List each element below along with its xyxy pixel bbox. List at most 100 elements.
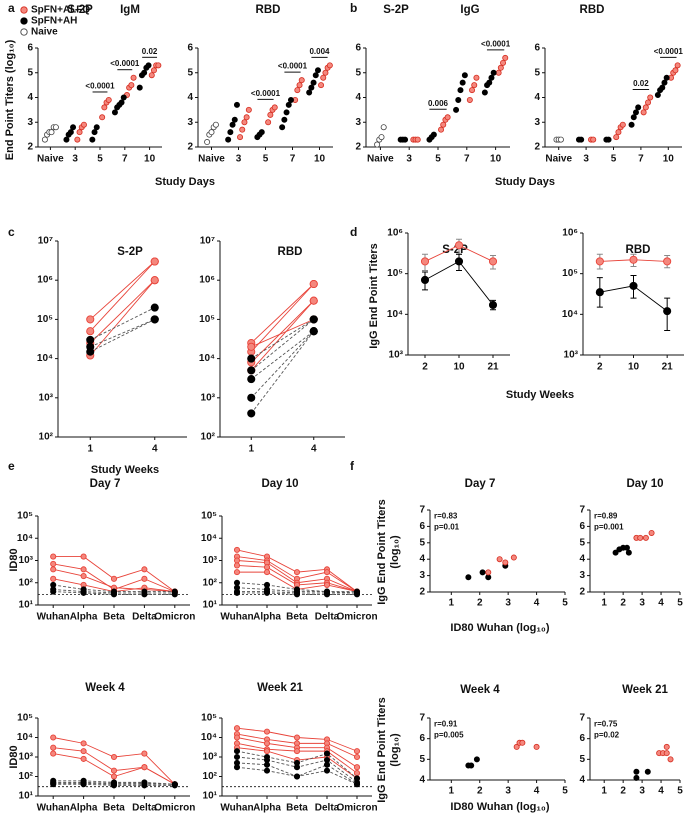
y-tick-label: 2: [419, 587, 425, 598]
data-point: [229, 121, 236, 128]
data-point: [623, 544, 630, 551]
data-point: [86, 315, 95, 324]
data-point: [233, 557, 241, 564]
x-tick-label: Beta: [286, 803, 308, 814]
y-tick-label: 3: [27, 117, 33, 128]
data-point: [93, 124, 100, 131]
data-point: [500, 59, 507, 66]
legend-label: SpFN+ALFQ: [31, 5, 90, 16]
y-tick-label: 10³: [564, 350, 579, 361]
y-tick-label: 10⁵: [201, 511, 217, 522]
data-point: [285, 101, 292, 108]
legend-marker: [20, 17, 28, 25]
data-point: [233, 725, 241, 732]
x-tick-label: Wuhan: [37, 612, 70, 623]
data-point: [148, 72, 155, 79]
data-point: [233, 748, 241, 755]
y-tick-label: 10³: [389, 350, 404, 361]
y-tick-label: 10⁴: [201, 533, 217, 544]
data-point: [469, 87, 476, 94]
chart-title: Week 4: [460, 684, 500, 696]
y-tick-label: 6: [355, 43, 361, 54]
data-point: [497, 64, 504, 71]
data-point: [353, 764, 361, 771]
data-point: [50, 734, 57, 741]
p-value: <0.0001: [85, 81, 115, 90]
data-point: [110, 753, 118, 761]
x-tick-label: Delta: [315, 612, 340, 623]
y-tick-label: 10¹: [19, 791, 34, 802]
data-point: [247, 409, 256, 418]
y-tick-label: 4: [355, 92, 361, 103]
y-tick-label: 10³: [19, 555, 34, 566]
data-point: [663, 750, 670, 757]
data-point: [171, 591, 178, 598]
data-point: [605, 136, 612, 143]
data-point: [110, 575, 118, 582]
data-point: [466, 96, 473, 103]
y-tick-label: 7: [419, 505, 425, 516]
data-point: [353, 781, 361, 788]
series-line: [89, 279, 156, 344]
data-point: [628, 121, 635, 128]
stat-label: p=0.01: [434, 523, 460, 532]
chart-title: Week 21: [257, 682, 303, 694]
panel-header: IgG: [460, 4, 479, 16]
y-tick-label: 10³: [201, 392, 216, 403]
y-tick-label: 10⁷: [38, 236, 53, 247]
y-tick-label: 3: [579, 570, 585, 581]
data-point: [239, 126, 246, 133]
data-point: [380, 124, 387, 131]
data-point: [502, 559, 509, 566]
data-point: [63, 136, 70, 143]
data-point: [128, 82, 135, 89]
x-tick-label: 7: [464, 154, 470, 165]
data-point: [486, 79, 493, 86]
data-point: [150, 303, 159, 312]
data-point: [320, 74, 327, 81]
x-tick-label: 4: [534, 786, 540, 797]
y-tick-label: 10⁶: [199, 275, 215, 286]
chart-title: Week 21: [622, 684, 668, 696]
data-point: [120, 94, 127, 101]
data-point: [438, 126, 445, 133]
data-point: [533, 743, 540, 750]
data-point: [323, 750, 331, 757]
data-point: [312, 72, 319, 79]
chart-title: RBD: [278, 246, 303, 258]
data-point: [225, 136, 232, 143]
chart-title: S-2P: [67, 4, 93, 16]
p-value: <0.0001: [251, 89, 281, 98]
data-point: [502, 54, 509, 61]
data-point: [105, 96, 112, 103]
y-tick-label: 10¹: [19, 600, 34, 611]
data-point: [263, 564, 271, 571]
y-axis-label: IgG End Point Titers: [376, 697, 388, 803]
x-tick-label: 1: [449, 786, 455, 797]
data-point: [110, 782, 118, 789]
data-point: [306, 89, 313, 96]
y-tick-label: 7: [579, 505, 585, 516]
data-point: [629, 255, 638, 264]
data-point: [208, 129, 215, 136]
x-axis-label: ID80 Wuhan (log₁₀): [450, 801, 549, 813]
data-point: [99, 114, 106, 121]
y-axis-label: ID80: [8, 548, 20, 571]
x-tick-label: Alpha: [70, 803, 98, 814]
y-tick-label: 10⁷: [200, 236, 215, 247]
data-point: [141, 591, 148, 598]
y-tick-label: 2: [27, 142, 33, 153]
data-point: [233, 764, 241, 771]
data-point: [231, 116, 238, 123]
y-tick-label: 6: [534, 43, 540, 54]
data-point: [48, 129, 55, 136]
data-point: [233, 589, 241, 596]
legend-label: SpFN+AH: [31, 16, 77, 27]
data-point: [488, 257, 498, 266]
y-tick-label: 10⁵: [17, 713, 33, 724]
panel-letter: a: [8, 1, 15, 15]
data-point: [233, 734, 241, 741]
data-point: [136, 84, 143, 91]
data-point: [263, 589, 271, 596]
p-value: <0.0001: [110, 59, 140, 68]
